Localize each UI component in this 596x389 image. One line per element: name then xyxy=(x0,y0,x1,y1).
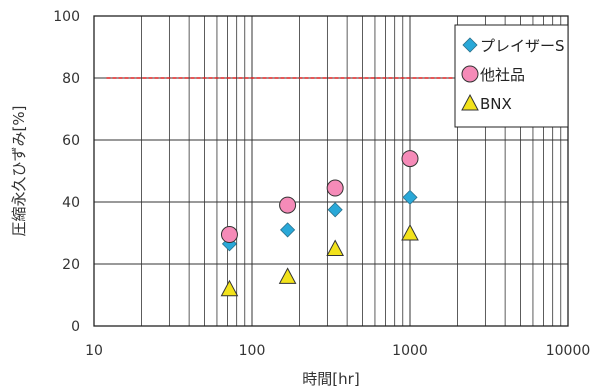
diamond-point xyxy=(327,202,343,218)
legend-diamond-icon xyxy=(462,37,478,53)
data-points xyxy=(220,150,419,297)
plot-area-frame xyxy=(93,15,569,327)
legend-label: プレイザーS xyxy=(480,37,565,55)
triangle-point xyxy=(220,279,239,297)
triangle-point xyxy=(401,223,419,241)
diamond-point xyxy=(280,222,296,238)
y-axis-title: 圧縮永久ひずみ[%] xyxy=(10,106,28,237)
circle-point xyxy=(326,179,344,197)
circle-point xyxy=(279,196,297,214)
x-axis-title: 時間[hr] xyxy=(302,370,359,388)
y-tick-label: 40 xyxy=(62,195,80,211)
circle-point xyxy=(220,226,238,244)
legend: プレイザーS 他社品 BNX xyxy=(454,24,569,128)
y-tick-label: 80 xyxy=(62,71,80,87)
x-tick-label: 10 xyxy=(85,343,103,359)
y-tick-labels: 0 20 40 60 80 100 xyxy=(53,9,80,335)
legend-label: BNX xyxy=(480,95,512,113)
x-tick-labels: 10 100 1000 10000 xyxy=(85,343,590,359)
y-tick-label: 0 xyxy=(71,319,80,335)
x-tick-label: 10000 xyxy=(546,343,591,359)
y-tick-label: 60 xyxy=(62,133,80,149)
x-tick-label: 100 xyxy=(239,343,266,359)
circle-point xyxy=(401,150,419,168)
diamond-point xyxy=(402,189,418,205)
triangle-point xyxy=(278,267,297,284)
legend-label: 他社品 xyxy=(480,66,525,84)
grid-lines xyxy=(94,16,568,326)
y-tick-label: 100 xyxy=(53,9,80,25)
x-tick-label: 1000 xyxy=(392,343,428,359)
y-tick-label: 20 xyxy=(62,257,80,273)
legend-circle-icon xyxy=(461,65,479,83)
triangle-point xyxy=(326,239,344,256)
legend-triangle-icon xyxy=(461,93,479,111)
